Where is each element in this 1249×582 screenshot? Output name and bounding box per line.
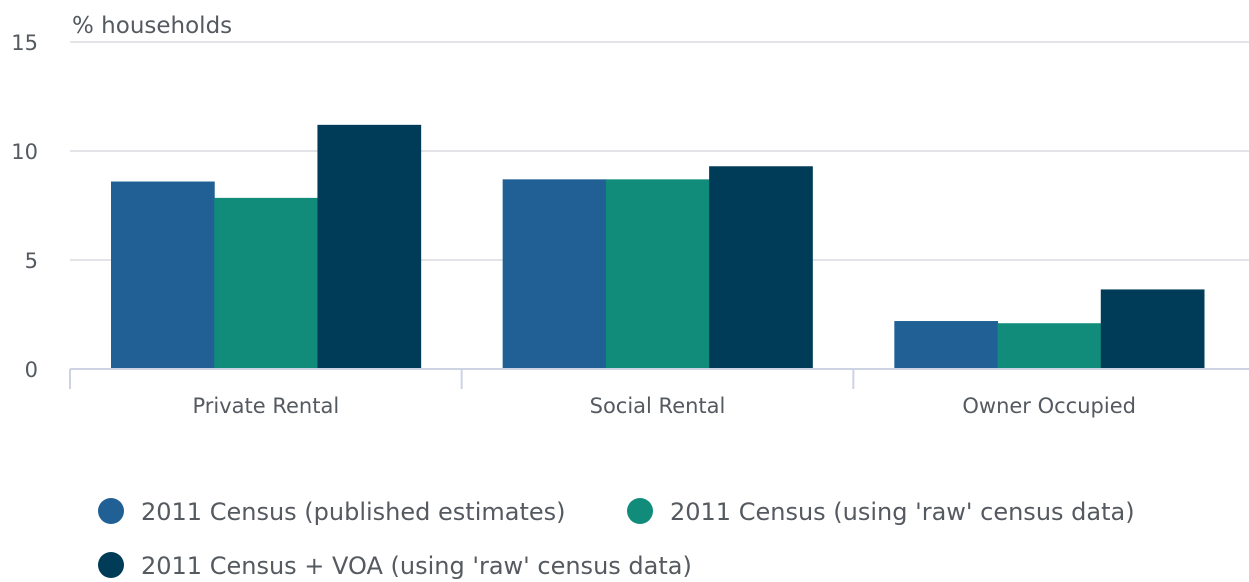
x-tick-label: Social Rental xyxy=(590,394,726,418)
x-tick-label: Private Rental xyxy=(192,394,339,418)
y-tick-label: 10 xyxy=(11,140,38,164)
legend-swatch xyxy=(627,498,653,524)
bar-social-rental-series-2 xyxy=(605,179,710,369)
legend: 2011 Census (published estimates) 2011 Ce… xyxy=(98,498,1135,580)
y-axis-ticks: 0 5 10 15 xyxy=(11,31,38,382)
x-tick-label: Owner Occupied xyxy=(962,394,1136,418)
legend-swatch xyxy=(98,552,124,578)
bar-private-rental-series-3 xyxy=(317,124,422,369)
bar-social-rental-series-3 xyxy=(709,166,813,369)
bar-private-rental-series-1 xyxy=(111,181,215,369)
bars xyxy=(111,124,1205,369)
y-axis-label: % households xyxy=(72,13,232,39)
x-axis xyxy=(69,368,1249,389)
bar-owner-occupied-series-2 xyxy=(997,323,1102,369)
y-tick-label: 5 xyxy=(25,249,38,273)
bar-social-rental-series-1 xyxy=(502,179,607,369)
legend-label: 2011 Census (published estimates) xyxy=(141,498,566,526)
legend-label: 2011 Census + VOA (using 'raw' census da… xyxy=(141,552,692,580)
bar-owner-occupied-series-3 xyxy=(1100,289,1205,369)
legend-swatch xyxy=(98,498,124,524)
y-tick-label: 0 xyxy=(25,358,38,382)
legend-label: 2011 Census (using 'raw' census data) xyxy=(670,498,1135,526)
bar-owner-occupied-series-1 xyxy=(894,321,999,369)
bar-private-rental-series-2 xyxy=(214,197,318,369)
y-tick-label: 15 xyxy=(11,31,38,55)
x-axis-ticks: Private Rental Social Rental Owner Occupie… xyxy=(192,394,1135,418)
